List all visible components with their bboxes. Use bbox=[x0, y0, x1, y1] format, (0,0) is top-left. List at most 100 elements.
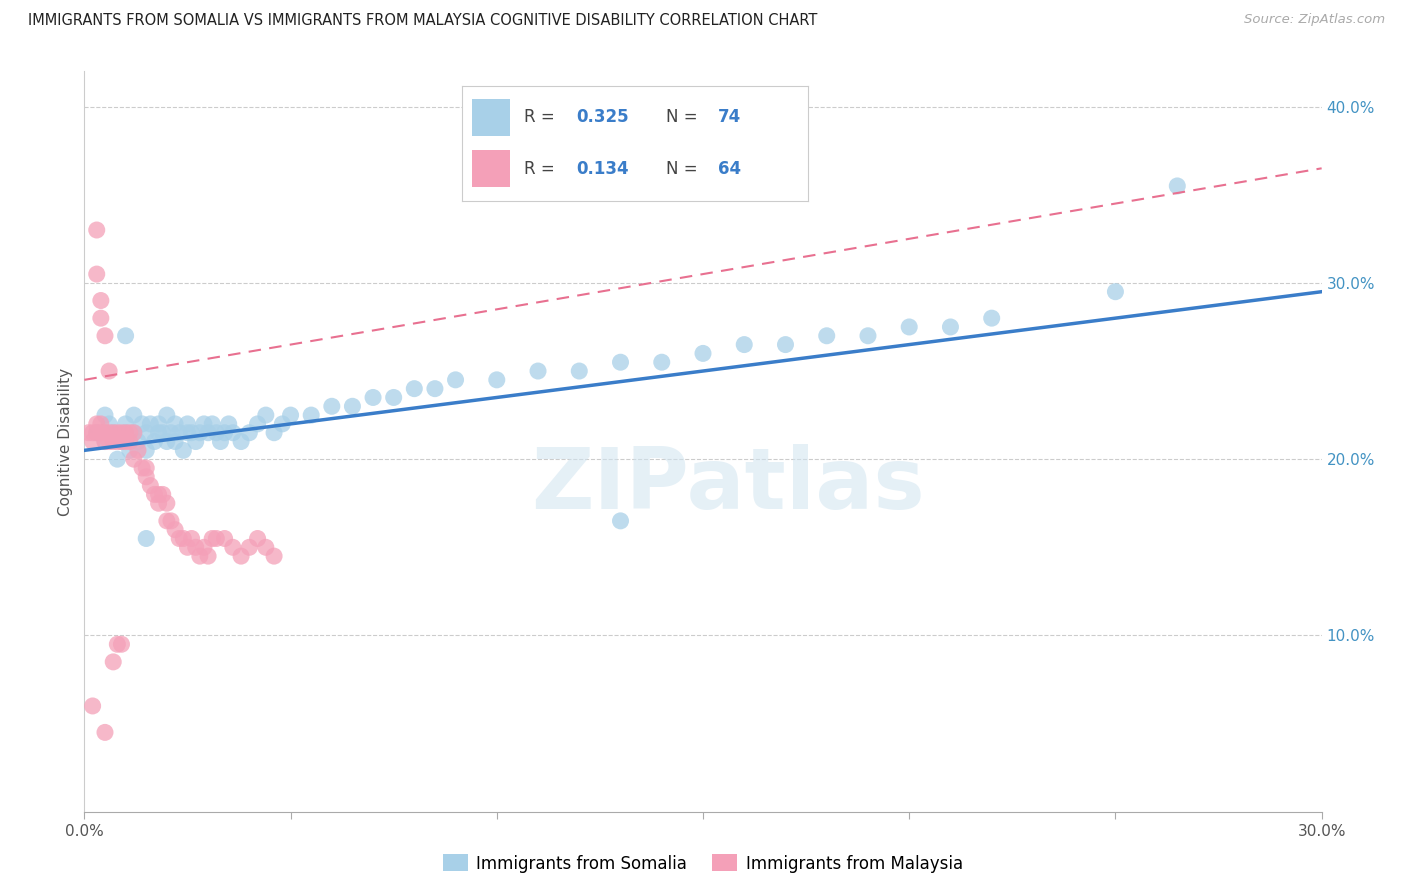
Point bbox=[135, 461, 157, 475]
Point bbox=[98, 434, 121, 449]
Point bbox=[160, 514, 183, 528]
Point bbox=[246, 532, 269, 546]
Point bbox=[609, 355, 631, 369]
Point bbox=[180, 532, 202, 546]
Point bbox=[122, 452, 145, 467]
Point bbox=[86, 223, 108, 237]
Point bbox=[103, 655, 125, 669]
Point bbox=[105, 425, 128, 440]
Point bbox=[110, 434, 132, 449]
Point bbox=[122, 425, 145, 440]
Point bbox=[82, 425, 104, 440]
Point bbox=[939, 320, 962, 334]
Point bbox=[222, 541, 245, 555]
Point bbox=[271, 417, 294, 431]
Point bbox=[131, 461, 153, 475]
Point bbox=[201, 532, 224, 546]
Point bbox=[86, 417, 108, 431]
Point bbox=[165, 523, 187, 537]
Point bbox=[254, 541, 277, 555]
Point bbox=[94, 425, 117, 440]
Point bbox=[86, 425, 108, 440]
Point bbox=[152, 425, 174, 440]
Text: IMMIGRANTS FROM SOMALIA VS IMMIGRANTS FROM MALAYSIA COGNITIVE DISABILITY CORRELA: IMMIGRANTS FROM SOMALIA VS IMMIGRANTS FR… bbox=[28, 13, 817, 29]
Point bbox=[980, 311, 1002, 326]
Point bbox=[156, 434, 179, 449]
Point bbox=[94, 434, 117, 449]
Point bbox=[254, 408, 277, 422]
Point bbox=[184, 541, 207, 555]
Point bbox=[135, 425, 157, 440]
Point bbox=[110, 425, 132, 440]
Point bbox=[98, 364, 121, 378]
Point bbox=[105, 434, 128, 449]
Point bbox=[205, 532, 228, 546]
Point bbox=[263, 425, 285, 440]
Point bbox=[299, 408, 322, 422]
Point bbox=[135, 470, 157, 484]
Point bbox=[90, 293, 112, 308]
Point bbox=[143, 487, 166, 501]
Point bbox=[485, 373, 508, 387]
Point bbox=[94, 725, 117, 739]
Point bbox=[775, 337, 797, 351]
Point bbox=[165, 417, 187, 431]
Point bbox=[382, 391, 405, 405]
Point bbox=[118, 434, 141, 449]
Point bbox=[98, 417, 121, 431]
Point bbox=[165, 434, 187, 449]
Point bbox=[342, 399, 364, 413]
Point bbox=[139, 478, 162, 492]
Point bbox=[135, 532, 157, 546]
Text: ZIPatlas: ZIPatlas bbox=[531, 444, 925, 527]
Y-axis label: Cognitive Disability: Cognitive Disability bbox=[58, 368, 73, 516]
Point bbox=[176, 417, 198, 431]
Point bbox=[733, 337, 755, 351]
Point bbox=[214, 425, 236, 440]
Point bbox=[148, 496, 170, 510]
Point bbox=[1166, 178, 1188, 193]
Point bbox=[148, 487, 170, 501]
Point bbox=[131, 417, 153, 431]
Point bbox=[167, 532, 190, 546]
Point bbox=[229, 549, 252, 563]
Point bbox=[172, 443, 194, 458]
Point bbox=[321, 399, 343, 413]
Point bbox=[692, 346, 714, 360]
Point bbox=[148, 417, 170, 431]
Point bbox=[110, 434, 132, 449]
Point bbox=[118, 425, 141, 440]
Point bbox=[404, 382, 426, 396]
Point bbox=[263, 549, 285, 563]
Point bbox=[527, 364, 550, 378]
Point bbox=[176, 541, 198, 555]
Point bbox=[86, 267, 108, 281]
Point bbox=[361, 391, 384, 405]
Point bbox=[184, 434, 207, 449]
Point bbox=[160, 425, 183, 440]
Point bbox=[127, 434, 149, 449]
Point bbox=[118, 443, 141, 458]
Point bbox=[114, 417, 136, 431]
Point bbox=[105, 637, 128, 651]
Point bbox=[205, 425, 228, 440]
Point bbox=[188, 425, 211, 440]
Point bbox=[156, 496, 179, 510]
Point bbox=[201, 417, 224, 431]
Point bbox=[156, 408, 179, 422]
Point bbox=[143, 434, 166, 449]
Point bbox=[856, 328, 879, 343]
Point bbox=[122, 425, 145, 440]
Point bbox=[193, 417, 215, 431]
Point bbox=[609, 514, 631, 528]
Point bbox=[122, 408, 145, 422]
Point bbox=[105, 452, 128, 467]
Point bbox=[1104, 285, 1126, 299]
Point bbox=[218, 417, 240, 431]
Point bbox=[209, 434, 232, 449]
Point bbox=[423, 382, 446, 396]
Point bbox=[103, 425, 125, 440]
Point bbox=[114, 328, 136, 343]
Point bbox=[139, 417, 162, 431]
Point bbox=[238, 541, 260, 555]
